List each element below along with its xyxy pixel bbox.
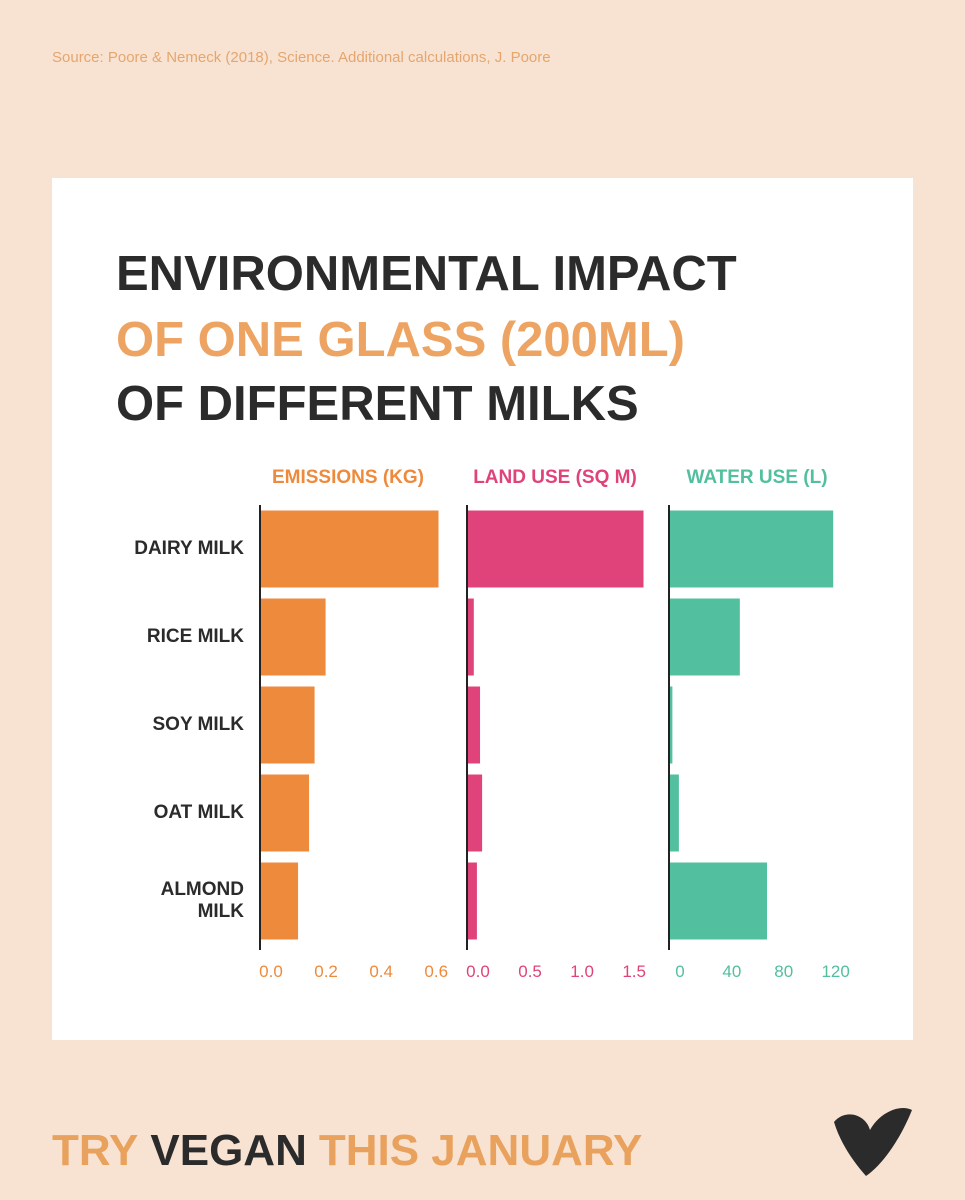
logo <box>834 1108 912 1176</box>
x-tick-label: 40 <box>722 962 741 981</box>
category-label: SOY MILK <box>152 714 245 735</box>
category-label: DAIRY MILK <box>134 538 244 559</box>
bar <box>668 597 741 677</box>
panel-title: LAND USE (SQ M) <box>473 467 637 488</box>
bar <box>259 685 316 765</box>
title-line: OF DIFFERENT MILKS <box>116 377 639 431</box>
category-label: OAT MILK <box>153 802 244 823</box>
x-tick-label: 1.0 <box>570 962 594 981</box>
bar <box>466 509 645 589</box>
title-line: OF ONE GLASS (200ML) <box>116 313 685 367</box>
bar <box>466 861 478 941</box>
x-tick-label: 0.0 <box>466 962 490 981</box>
x-tick-label: 80 <box>774 962 793 981</box>
bar <box>259 861 300 941</box>
bar <box>466 685 482 765</box>
panel-title: EMISSIONS (KG) <box>272 467 424 488</box>
footer: TRY VEGAN THIS JANUARY <box>52 1126 642 1175</box>
bar <box>668 773 680 853</box>
category-label: ALMOND MILK <box>160 879 244 922</box>
panel-title: WATER USE (L) <box>686 467 827 488</box>
x-tick-label: 0.4 <box>369 962 393 981</box>
x-tick-label: 0.0 <box>259 962 283 981</box>
bar <box>259 509 440 589</box>
footer-word: VEGAN <box>150 1126 306 1175</box>
bar <box>466 597 475 677</box>
category-label: RICE MILK <box>146 626 244 647</box>
x-tick-label: 120 <box>821 962 849 981</box>
footer-word: THIS JANUARY <box>319 1126 643 1175</box>
x-tick-label: 0 <box>675 962 684 981</box>
panel <box>52 178 913 1040</box>
x-tick-label: 0.5 <box>518 962 542 981</box>
title-line: ENVIRONMENTAL IMPACT <box>116 247 737 301</box>
bar <box>259 773 311 853</box>
bar <box>259 597 327 677</box>
bar <box>466 773 484 853</box>
x-tick-label: 1.5 <box>622 962 646 981</box>
bar <box>668 509 835 589</box>
source: Source: Poore & Nemeck (2018), Science. … <box>52 49 551 66</box>
x-tick-label: 0.6 <box>424 962 448 981</box>
footer-word: TRY <box>52 1126 138 1175</box>
x-tick-label: 0.2 <box>314 962 338 981</box>
bar <box>668 861 769 941</box>
